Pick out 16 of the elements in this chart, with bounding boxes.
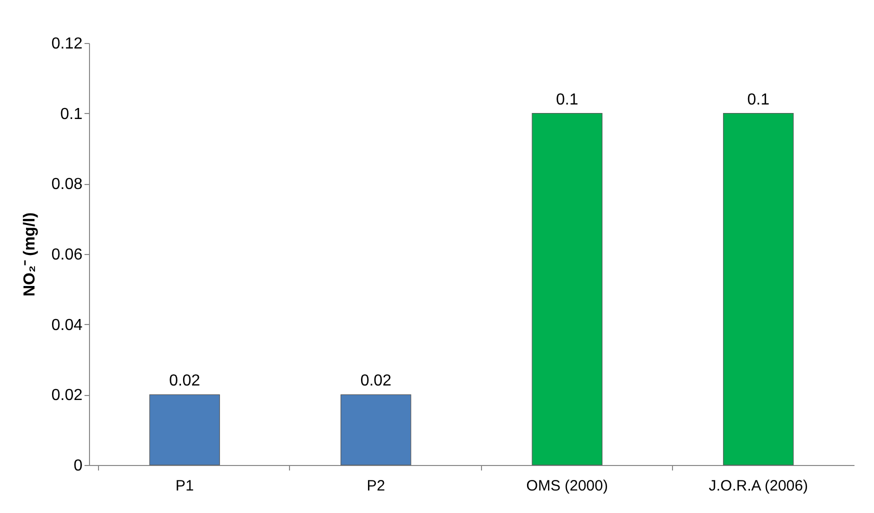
y-tick-label: 0 [74, 458, 83, 474]
y-tick-label: 0.04 [51, 316, 83, 334]
x-tick-label: J.O.R.A (2006) [708, 478, 808, 494]
data-label: 0.1 [556, 91, 578, 108]
y-tick-label: 0.12 [51, 36, 83, 52]
y-axis-title: NO₂⁻ (mg/l) [21, 212, 38, 297]
data-label: 0.02 [360, 372, 392, 390]
y-tick-label: 0.08 [51, 176, 83, 194]
x-tick-label: OMS (2000) [526, 478, 608, 494]
data-label: 0.1 [747, 91, 770, 108]
y-tick-label: 0.1 [60, 106, 83, 123]
data-label: 0.02 [169, 372, 200, 390]
x-tick-label: P2 [366, 478, 386, 494]
x-tick-label: P1 [175, 478, 194, 494]
y-tick-label: 0.06 [51, 246, 83, 264]
y-tick-label: 0.02 [51, 387, 83, 404]
